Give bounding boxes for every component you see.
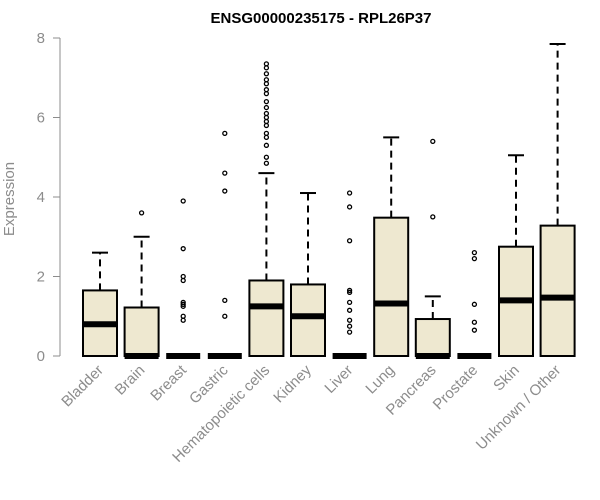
y-tick-label: 4 xyxy=(37,189,45,206)
outlier-point xyxy=(263,104,270,111)
y-tick-label: 0 xyxy=(37,348,45,365)
chart-title: ENSG00000235175 - RPL26P37 xyxy=(211,10,432,27)
outlier-point xyxy=(138,210,145,216)
outlier-point xyxy=(430,214,436,220)
y-tick-label: 6 xyxy=(37,110,45,127)
outlier-point xyxy=(180,246,186,252)
outlier-point xyxy=(471,327,478,333)
box-group xyxy=(123,210,160,359)
outlier-point xyxy=(263,142,270,148)
box-group xyxy=(290,192,326,358)
outlier-point xyxy=(471,319,478,325)
x-category-label: Bladder xyxy=(58,362,107,411)
outlier-point xyxy=(263,81,270,87)
y-axis-label: Expression xyxy=(1,162,18,236)
outlier-point xyxy=(346,317,353,323)
outlier-point xyxy=(471,301,478,307)
outlier-point xyxy=(222,130,228,137)
x-category-label: Kidney xyxy=(270,361,315,406)
box-group xyxy=(457,249,492,359)
outlier-point xyxy=(263,98,270,105)
plot-area xyxy=(82,42,576,359)
outlier-point xyxy=(471,249,478,256)
x-category-label: Liver xyxy=(321,362,356,397)
outlier-point xyxy=(346,190,353,196)
box-group xyxy=(539,42,576,357)
box-iqr xyxy=(373,216,410,357)
box-iqr xyxy=(414,318,451,357)
outlier-point xyxy=(263,134,270,141)
box-iqr xyxy=(290,283,326,358)
x-category-label: Brain xyxy=(112,362,149,399)
outlier-point xyxy=(222,313,228,319)
box-iqr xyxy=(539,224,576,357)
outlier-point xyxy=(346,329,353,335)
outlier-point xyxy=(263,91,270,97)
box-group xyxy=(332,190,367,359)
outlier-point xyxy=(263,160,270,166)
box-iqr xyxy=(123,306,160,358)
outlier-point xyxy=(180,277,186,284)
outlier-point xyxy=(180,317,186,323)
outlier-point xyxy=(263,154,270,160)
outlier-point xyxy=(263,71,270,77)
outlier-point xyxy=(180,303,186,309)
outlier-point xyxy=(346,307,353,313)
outlier-point xyxy=(180,301,186,307)
outlier-point xyxy=(222,170,228,176)
y-axis: 0 2 4 6 8 xyxy=(37,30,61,365)
box-group xyxy=(498,154,534,357)
box-group xyxy=(82,251,118,358)
x-category-label: Breast xyxy=(147,361,190,404)
x-category-label: Lung xyxy=(362,362,398,398)
outlier-point xyxy=(346,204,353,210)
outlier-point xyxy=(222,297,228,304)
box-group xyxy=(414,138,451,359)
box-group xyxy=(166,198,201,359)
box-iqr xyxy=(248,279,285,358)
y-tick-label: 2 xyxy=(37,269,45,286)
outlier-point xyxy=(180,198,186,204)
outlier-point xyxy=(346,238,353,244)
outlier-point xyxy=(471,255,478,262)
outlier-point xyxy=(346,289,353,296)
outlier-point xyxy=(263,122,270,129)
x-category-label: Skin xyxy=(490,362,523,395)
box-group xyxy=(207,130,242,359)
x-category-label: Prostate xyxy=(430,362,482,414)
outlier-point xyxy=(222,188,228,194)
outlier-point xyxy=(263,65,270,71)
outlier-point xyxy=(346,299,353,305)
outlier-point xyxy=(346,323,353,329)
y-tick-label: 8 xyxy=(37,30,45,47)
outlier-point xyxy=(346,287,353,294)
box-group xyxy=(373,136,410,357)
box-group xyxy=(248,61,285,358)
outlier-point xyxy=(430,138,436,145)
